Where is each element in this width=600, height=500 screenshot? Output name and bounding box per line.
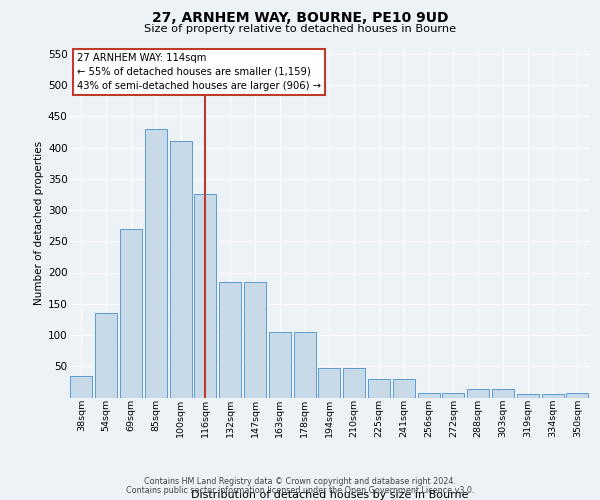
Bar <box>269 332 291 398</box>
Bar <box>343 368 365 398</box>
Bar <box>442 392 464 398</box>
Text: Size of property relative to detached houses in Bourne: Size of property relative to detached ho… <box>144 24 456 34</box>
Bar <box>542 394 563 398</box>
Bar <box>120 229 142 398</box>
Bar <box>566 392 589 398</box>
Bar <box>70 376 92 398</box>
Bar <box>418 392 440 398</box>
Text: Contains HM Land Registry data © Crown copyright and database right 2024.: Contains HM Land Registry data © Crown c… <box>144 477 456 486</box>
Bar <box>95 313 117 398</box>
Bar <box>467 390 489 398</box>
Bar <box>145 129 167 398</box>
Text: 27 ARNHEM WAY: 114sqm
← 55% of detached houses are smaller (1,159)
43% of semi-d: 27 ARNHEM WAY: 114sqm ← 55% of detached … <box>77 53 321 91</box>
Bar <box>194 194 217 398</box>
Bar <box>393 379 415 398</box>
Text: 27, ARNHEM WAY, BOURNE, PE10 9UD: 27, ARNHEM WAY, BOURNE, PE10 9UD <box>152 11 448 25</box>
X-axis label: Distribution of detached houses by size in Bourne: Distribution of detached houses by size … <box>191 490 468 500</box>
Bar <box>319 368 340 398</box>
Bar <box>244 282 266 398</box>
Y-axis label: Number of detached properties: Number of detached properties <box>34 140 44 304</box>
Bar <box>293 332 316 398</box>
Bar <box>492 390 514 398</box>
Bar <box>219 282 241 398</box>
Text: Contains public sector information licensed under the Open Government Licence v3: Contains public sector information licen… <box>126 486 474 495</box>
Bar <box>517 394 539 398</box>
Bar <box>368 379 390 398</box>
Bar <box>170 142 191 398</box>
